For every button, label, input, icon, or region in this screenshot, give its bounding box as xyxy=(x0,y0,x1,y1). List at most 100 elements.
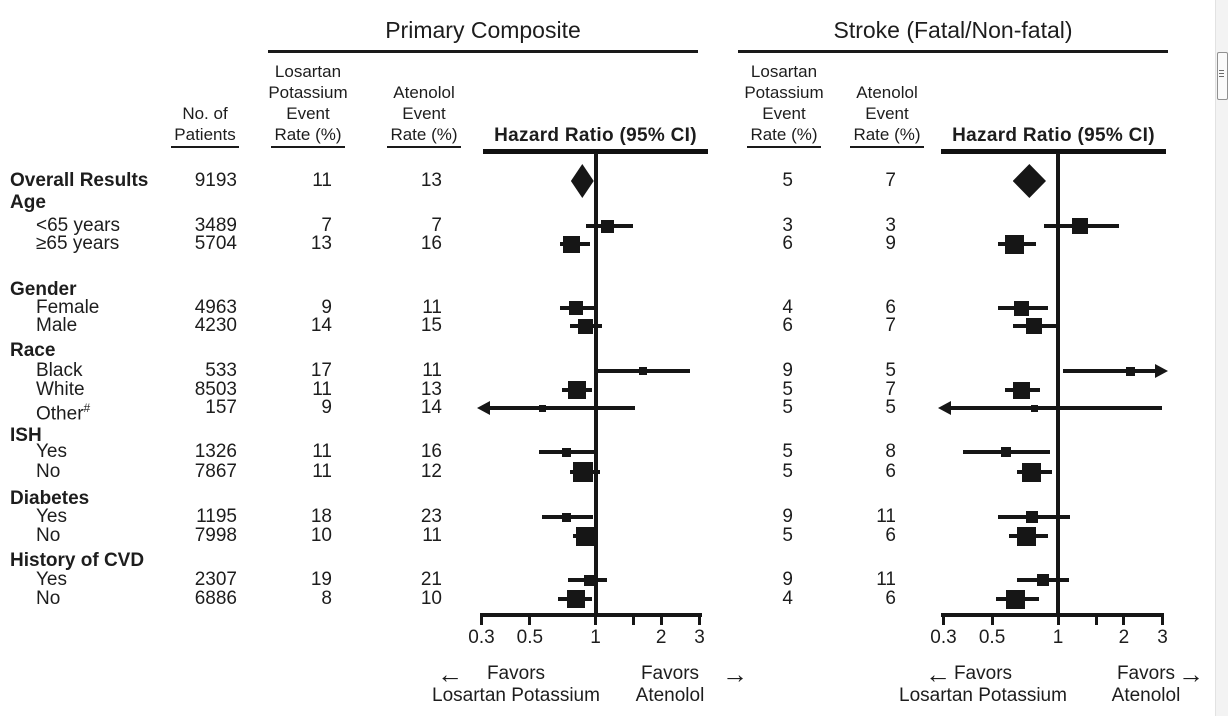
cell-st_at-female: 6 xyxy=(885,297,896,318)
axis-tick-stroke xyxy=(1056,617,1060,625)
col-header-pc-losartan-line3: Event xyxy=(286,104,330,123)
section-rule-stroke xyxy=(738,50,1168,53)
ci-arrow-right-stroke-black xyxy=(1155,364,1169,378)
hr-marker-pc-age_lt65 xyxy=(600,219,614,233)
row-label-dm_no: No xyxy=(36,525,61,546)
cell-pc_at-other: 14 xyxy=(420,397,442,418)
axis-tick-stroke xyxy=(941,617,945,625)
cell-pc_at-black: 11 xyxy=(422,360,442,381)
row-label-other: Other# xyxy=(36,401,91,425)
cell-patients-white: 8503 xyxy=(194,379,237,400)
cell-pc_at-white: 13 xyxy=(420,379,442,400)
hr-marker-stroke-female xyxy=(1013,300,1029,316)
cell-st_at-cvd_yes: 11 xyxy=(876,569,896,590)
hr-marker-stroke-ish_no xyxy=(1022,462,1042,482)
row-label-male: Male xyxy=(36,315,78,336)
favors-right-arrow-icon: → xyxy=(722,659,748,689)
vertical-scrollbar-thumb[interactable] xyxy=(1217,52,1228,100)
cell-st_at-dm_no: 6 xyxy=(885,525,896,546)
cell-pc_los-dm_yes: 18 xyxy=(310,506,332,527)
hr-marker-stroke-male xyxy=(1026,318,1043,334)
ci-arrow-left-pc-other xyxy=(476,401,490,415)
favors-left-arrow-icon: ← xyxy=(437,659,463,689)
ref-line-hr1-stroke xyxy=(1056,153,1060,617)
col-header-stroke-losartan-line2: Potassium xyxy=(744,83,824,102)
cell-pc_los-white: 11 xyxy=(312,379,332,400)
col-header-stroke-atenolol: Atenolol Event Rate (%) xyxy=(841,82,933,148)
row-label-cvd_no: No xyxy=(36,588,61,609)
row-label-dm_yes: Yes xyxy=(36,506,67,527)
favors-losartan-text: Losartan Potassium xyxy=(432,685,600,706)
axis-tick-stroke xyxy=(1122,617,1126,625)
section-title-stroke: Stroke (Fatal/Non-fatal) xyxy=(833,17,1073,43)
axis-tick-pc xyxy=(594,617,597,625)
hr-marker-stroke-cvd_no xyxy=(1006,589,1026,609)
col-header-pc-losartan-line1: Losartan xyxy=(274,62,342,81)
cell-pc_at-ish_yes: 16 xyxy=(420,441,442,462)
favors-atenolol-text: Atenolol xyxy=(635,685,705,706)
hr-marker-pc-black xyxy=(638,367,647,375)
tick-label-pc-0.5: 0.5 xyxy=(516,627,544,648)
cell-patients-age_lt65: 3489 xyxy=(194,215,237,236)
col-header-pc-losartan: Losartan Potassium Event Rate (%) xyxy=(260,61,356,148)
col-header-pc-atenolol-line1: Atenolol xyxy=(393,83,455,102)
cell-st_at-male: 7 xyxy=(885,315,896,336)
hr-marker-pc-male xyxy=(578,318,594,334)
cell-patients-overall: 9193 xyxy=(194,170,237,191)
cell-pc_at-dm_no: 11 xyxy=(422,525,442,546)
cell-patients-black: 533 xyxy=(205,360,237,381)
col-header-stroke-losartan-line3: Event xyxy=(762,104,806,123)
tick-label-pc-0.3: 0.3 xyxy=(468,627,495,648)
cell-st_at-age_ge65: 9 xyxy=(885,233,896,254)
col-header-stroke-atenolol-line3: Rate (%) xyxy=(850,124,924,148)
overall-diamond-pc xyxy=(570,164,594,198)
row-label-ish: ISH xyxy=(10,425,42,446)
row-label-white: White xyxy=(36,379,85,400)
cell-patients-age_ge65: 5704 xyxy=(194,233,237,254)
axis-tick-stroke xyxy=(990,617,994,625)
cell-st_at-white: 7 xyxy=(885,379,896,400)
cell-pc_at-cvd_no: 10 xyxy=(420,588,442,609)
hr-marker-pc-cvd_yes xyxy=(584,574,596,586)
col-header-pc-losartan-line2: Potassium xyxy=(268,83,348,102)
vertical-scrollbar-track[interactable] xyxy=(1215,0,1228,716)
cell-pc_at-male: 15 xyxy=(420,315,442,336)
ci-arrow-left-stroke-other xyxy=(938,401,952,415)
favors-losartan-text: Losartan Potassium xyxy=(899,685,1067,706)
tick-label-pc-2: 2 xyxy=(655,627,667,648)
cell-st_los-cvd_no: 4 xyxy=(782,588,793,609)
hr-marker-stroke-cvd_yes xyxy=(1036,574,1049,586)
cell-patients-dm_yes: 1195 xyxy=(196,506,237,527)
tick-label-stroke-1: 1 xyxy=(1052,627,1064,648)
cell-patients-cvd_no: 6886 xyxy=(194,588,237,609)
hr-marker-stroke-black xyxy=(1126,366,1136,376)
cell-pc_los-cvd_no: 8 xyxy=(321,588,332,609)
row-label-diabetes: Diabetes xyxy=(10,488,90,509)
tick-label-stroke-0.5: 0.5 xyxy=(978,627,1006,648)
favors-atenolol-label-stroke: Favors Atenolol xyxy=(1056,663,1228,707)
favors-word: Favors xyxy=(1116,663,1176,684)
favors-losartan-label-pc: Favors Losartan Potassium xyxy=(406,663,626,707)
hr-marker-pc-female xyxy=(568,301,583,315)
favors-left-arrow-icon: ← xyxy=(925,659,951,689)
col-header-patients: No. of Patients xyxy=(162,103,248,148)
cell-pc_at-age_lt65: 7 xyxy=(431,215,442,236)
axis-tick-pc xyxy=(698,617,701,625)
cell-st_los-male: 6 xyxy=(782,315,793,336)
cell-pc_los-dm_no: 10 xyxy=(310,525,332,546)
col-header-patients-line1: No. of xyxy=(182,104,228,123)
hr-marker-pc-ish_yes xyxy=(562,447,572,457)
row-label-ish_yes: Yes xyxy=(36,441,67,462)
axis-tick-stroke xyxy=(1160,617,1164,625)
hr-marker-stroke-dm_no xyxy=(1017,526,1037,546)
cell-st_los-white: 5 xyxy=(782,379,793,400)
cell-patients-male: 4230 xyxy=(194,315,237,336)
hr-marker-pc-other xyxy=(538,404,546,412)
cell-st_at-age_lt65: 3 xyxy=(885,215,896,236)
favors-right-arrow-icon: → xyxy=(1178,659,1204,689)
cell-pc_at-overall: 13 xyxy=(420,170,442,191)
col-header-pc-losartan-line4: Rate (%) xyxy=(271,124,345,148)
cell-patients-ish_no: 7867 xyxy=(194,461,237,482)
row-label-black: Black xyxy=(36,360,83,381)
tick-label-pc-3: 3 xyxy=(694,627,705,648)
